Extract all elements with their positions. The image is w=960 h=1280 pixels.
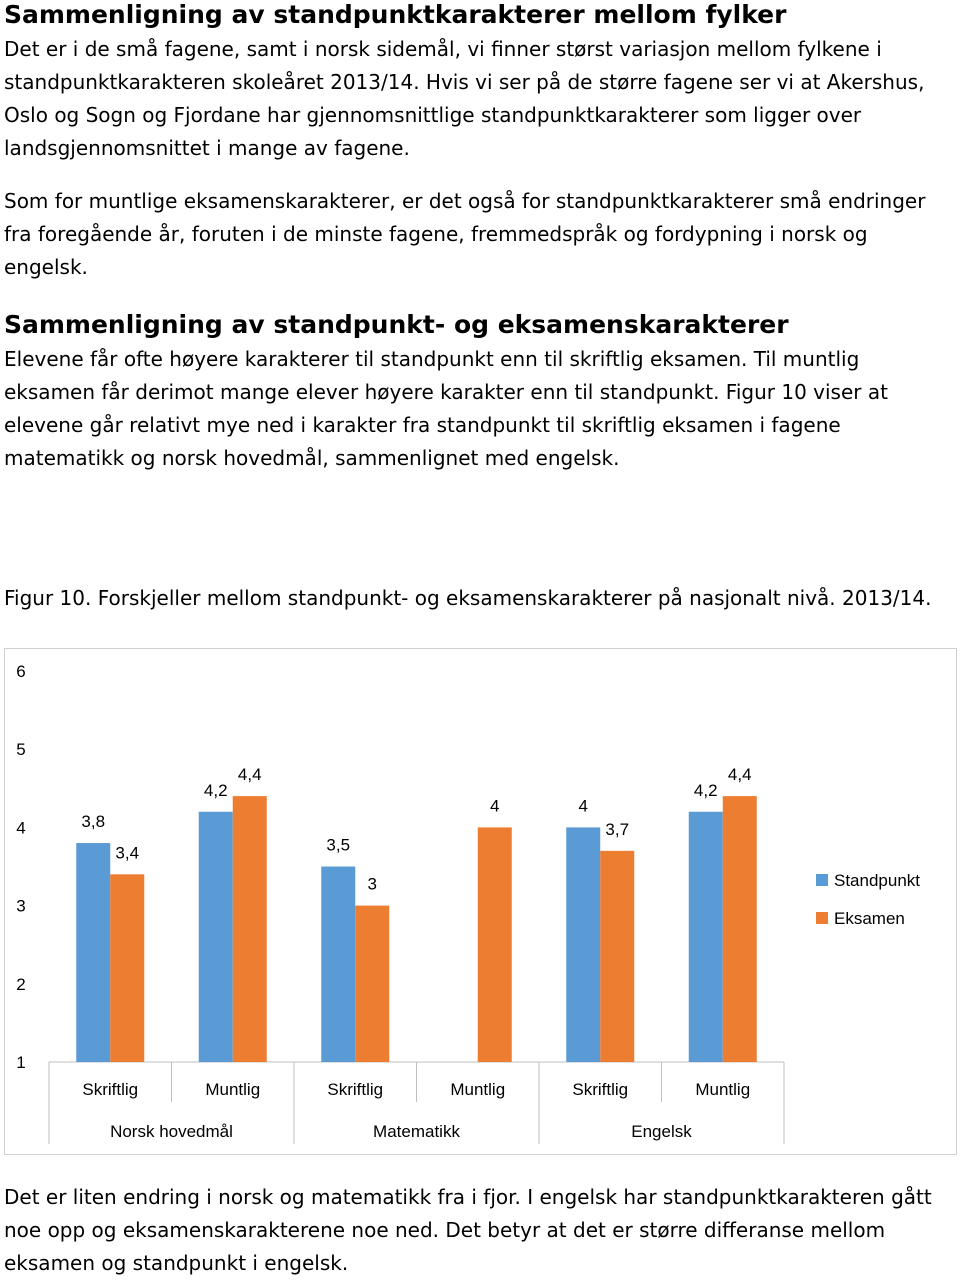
value-label: 4,2 — [204, 781, 228, 800]
closing: Det er liten endring i norsk og matemati… — [4, 1181, 956, 1280]
legend-label: Standpunkt — [834, 871, 920, 890]
figure-caption: Figur 10. Forskjeller mellom standpunkt-… — [4, 586, 932, 610]
bar — [76, 843, 111, 1062]
legend-label: Eksamen — [834, 909, 905, 928]
bar — [110, 874, 145, 1062]
value-label: 4,4 — [238, 765, 262, 784]
value-label: 4 — [490, 796, 499, 815]
bar — [477, 827, 512, 1062]
value-label: 4,4 — [728, 765, 752, 784]
value-label: 3,8 — [81, 812, 105, 831]
group-label: Matematikk — [373, 1122, 460, 1141]
y-tick-label: 3 — [16, 897, 25, 916]
heading: Sammenligning av standpunktkarakterer me… — [4, 0, 787, 29]
x-tick-label: Skriftlig — [572, 1080, 628, 1099]
y-tick-label: 1 — [16, 1053, 25, 1072]
value-label: 4,2 — [694, 781, 718, 800]
chart: 1 2 3 4 5 6 Skriftlig 3,8 3,4 Muntlig 4,2 4,4 Skrift… — [16, 662, 920, 1144]
paragraph: Elevene får ofte høyere karakterer til s… — [4, 347, 888, 470]
y-tick-label: 2 — [16, 975, 25, 994]
group-label: Norsk hovedmål — [110, 1122, 233, 1141]
x-tick-label: Skriftlig — [82, 1080, 138, 1099]
y-tick-label: 5 — [16, 740, 25, 759]
group-label: Engelsk — [631, 1122, 692, 1141]
bar — [232, 796, 267, 1062]
bar — [688, 811, 723, 1062]
x-tick-label: Muntlig — [205, 1080, 260, 1099]
x-tick-label: Muntlig — [695, 1080, 750, 1099]
chart-frame: 1 2 3 4 5 6 Skriftlig 3,8 3,4 Muntlig 4,2 4,4 Skrift… — [4, 648, 957, 1155]
bar — [321, 866, 356, 1062]
bar — [566, 827, 601, 1062]
y-tick-label: 4 — [16, 818, 25, 837]
paragraph: Det er i de små fagene, samt i norsk sid… — [4, 37, 925, 160]
bar — [198, 811, 233, 1062]
x-tick-label: Skriftlig — [327, 1080, 383, 1099]
figure-caption-block: Figur 10. Forskjeller mellom standpunkt-… — [4, 582, 956, 615]
section: Sammenligning av standpunktkarakterer me… — [4, 0, 956, 284]
value-label: 3 — [368, 875, 377, 894]
bar — [722, 796, 757, 1062]
value-label: 3,5 — [326, 836, 350, 855]
value-label: 3,7 — [605, 820, 629, 839]
legend-swatch — [816, 912, 828, 924]
y-tick-label: 6 — [16, 662, 25, 681]
value-label: 4 — [579, 796, 588, 815]
paragraph: Det er liten endring i norsk og matemati… — [4, 1185, 932, 1275]
section: Sammenligning av standpunkt- og eksamens… — [4, 310, 956, 475]
value-label: 3,4 — [115, 843, 139, 862]
paragraph: Som for muntlige eksamenskarakterer, er … — [4, 189, 926, 279]
x-tick-label: Muntlig — [450, 1080, 505, 1099]
bar — [355, 905, 390, 1062]
bar — [600, 850, 635, 1062]
legend-swatch — [816, 874, 828, 886]
heading: Sammenligning av standpunkt- og eksamens… — [4, 310, 789, 339]
